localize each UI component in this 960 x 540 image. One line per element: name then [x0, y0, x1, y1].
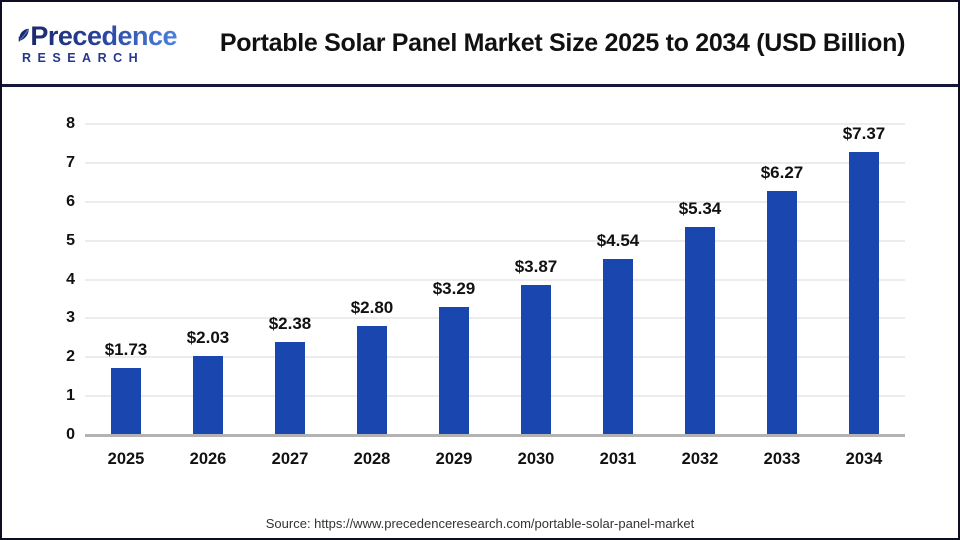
- chart-title: Portable Solar Panel Market Size 2025 to…: [219, 28, 906, 57]
- source-text: Source: https://www.precedenceresearch.c…: [265, 516, 695, 531]
- y-axis-tick-label: 5: [66, 231, 75, 249]
- y-axis-tick-label: 2: [66, 348, 75, 366]
- x-axis-label: 2029: [435, 450, 473, 468]
- y-axis-tick-label: 8: [66, 115, 75, 132]
- bar-value-label: $7.37: [842, 124, 886, 143]
- gridline: [85, 123, 905, 125]
- bar-2031: [603, 258, 633, 435]
- bar-slot-2029: $3.29: [413, 124, 495, 435]
- bar-value-label: $2.03: [186, 328, 230, 348]
- bars-row: $1.73 $2.03 $2.38 $2.80 $3.29 $3.87 $4.54 $5.34…: [85, 124, 905, 435]
- gridline: [85, 161, 905, 164]
- brand-logo-top: Precedence: [18, 22, 177, 50]
- bar-2032: [685, 227, 715, 435]
- bar-2025: [111, 367, 141, 435]
- bar-value-label: $2.80: [350, 298, 394, 318]
- x-axis-label: 2028: [353, 450, 391, 468]
- x-axis-baseline: [85, 434, 905, 437]
- bar-value-label: $3.87: [514, 256, 558, 276]
- brand-subtitle: RESEARCH: [22, 50, 145, 65]
- y-axis-tick-label: 3: [66, 309, 75, 327]
- x-axis-label: 2032: [681, 450, 719, 468]
- y-axis-tick-label: 4: [66, 270, 75, 288]
- y-axis-tick-label: 0: [66, 426, 75, 443]
- x-axis-label: 2031: [599, 450, 637, 468]
- chart-area: $1.73 $2.03 $2.38 $2.80 $3.29 $3.87 $4.54 $5.34…: [2, 87, 958, 497]
- bar-2030: [521, 284, 551, 435]
- bar-2029: [439, 307, 469, 435]
- gridline: [85, 317, 905, 320]
- x-axis-label: 2033: [763, 450, 801, 468]
- x-axis: 2025 2026 2027 2028 2029 2030 2031 2032 2033 2034: [85, 435, 905, 469]
- bar-slot-2028: $2.80: [331, 124, 413, 435]
- bar-value-label: $5.34: [678, 199, 722, 219]
- x-axis-label: 2027: [271, 450, 309, 468]
- bar-value-label: $4.54: [596, 230, 640, 250]
- bar-2026: [193, 356, 223, 435]
- x-axis-label: 2025: [107, 450, 145, 468]
- bar-value-label: $3.29: [432, 279, 476, 299]
- gridline: [85, 356, 905, 359]
- bar-slot-2030: $3.87: [495, 124, 577, 435]
- bar-slot-2025: $1.73: [85, 124, 167, 435]
- gridline: [85, 278, 905, 281]
- bar-slot-2034: $7.37: [823, 124, 905, 435]
- y-axis-tick-label: 1: [66, 387, 75, 405]
- leaf-icon: [18, 28, 29, 41]
- header: Precedence RESEARCH Portable Solar Panel…: [2, 2, 958, 87]
- bar-value-label: $1.73: [104, 339, 148, 359]
- bar-slot-2032: $5.34: [659, 124, 741, 435]
- bar-value-label: $2.38: [268, 314, 312, 334]
- bar-2033: [767, 191, 797, 435]
- x-axis-label: 2034: [845, 450, 883, 468]
- bar-2027: [275, 342, 305, 435]
- bar-slot-2031: $4.54: [577, 124, 659, 435]
- brand-logo: Precedence RESEARCH: [2, 22, 177, 65]
- brand-name: Precedence: [30, 20, 177, 51]
- y-axis-tick-label: 6: [66, 192, 75, 210]
- bar-slot-2033: $6.27: [741, 124, 823, 435]
- y-axis-tick-label: 7: [66, 153, 75, 171]
- bar-2034: [849, 152, 879, 435]
- bar-value-label: $6.27: [760, 163, 804, 183]
- bar-slot-2027: $2.38: [249, 124, 331, 435]
- bar-2028: [357, 326, 387, 435]
- x-axis-label: 2030: [517, 450, 555, 468]
- title-wrap: Portable Solar Panel Market Size 2025 to…: [177, 29, 958, 58]
- gridline: [85, 200, 905, 203]
- x-axis-label: 2026: [189, 450, 227, 468]
- gridline: [85, 395, 905, 398]
- plot-area: $1.73 $2.03 $2.38 $2.80 $3.29 $3.87 $4.54 $5.34…: [66, 115, 905, 468]
- gridline: [85, 239, 905, 242]
- bar-slot-2026: $2.03: [167, 124, 249, 435]
